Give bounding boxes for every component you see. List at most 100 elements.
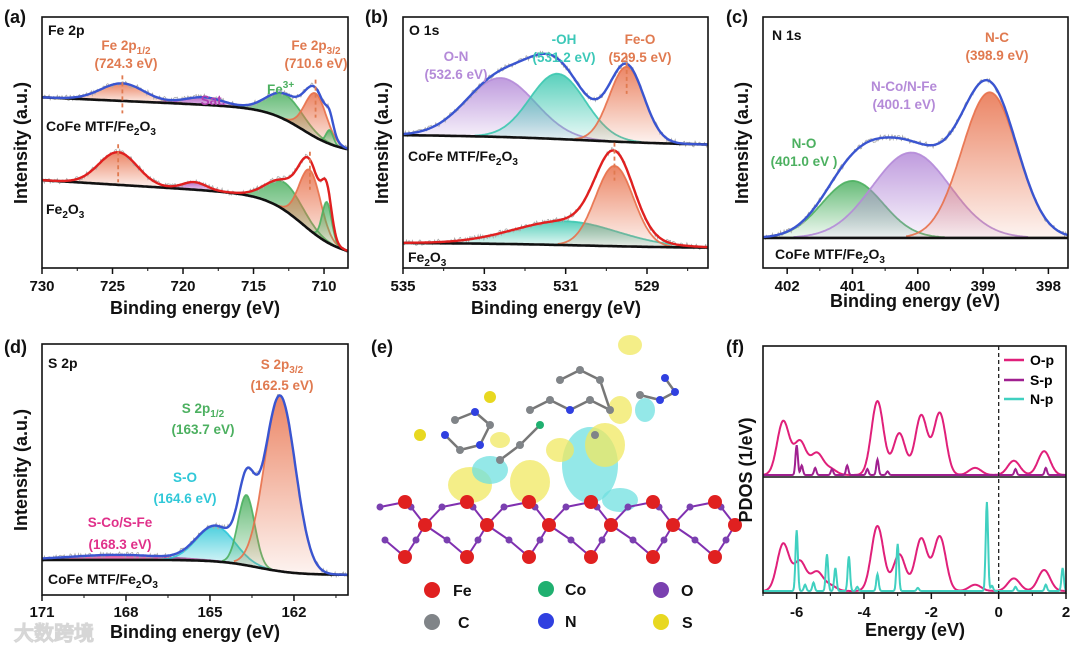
pdos-line-n-p xyxy=(763,501,1067,593)
panel-f: (f) -6 -4 -2 0 2 O-p S-p N-p PDOS (1/eV) Ene… xyxy=(726,337,1070,640)
charge-accumulation-blob xyxy=(608,396,632,424)
iron-atom xyxy=(646,495,660,509)
annotation-fe2p32-energy: (710.6 eV) xyxy=(284,56,347,71)
iron-atom xyxy=(728,518,742,532)
plot-area: -6 -4 -2 0 2 xyxy=(762,345,1070,621)
background-line xyxy=(41,96,349,151)
oxygen-atom xyxy=(629,536,637,544)
component-peak-fill xyxy=(319,130,340,148)
atom-s xyxy=(414,429,426,441)
x-tick-label: 2 xyxy=(1062,604,1070,621)
iron-atom xyxy=(460,550,474,564)
annotation-on-energy: (532.6 eV) xyxy=(424,67,487,82)
plot-area: 535 533 531 529 xyxy=(390,16,709,295)
plot-area: 402 401 400 399 398 xyxy=(762,16,1069,295)
component-peak-fill xyxy=(233,395,327,575)
legend: O-p S-p N-p xyxy=(1004,352,1054,407)
atom-c xyxy=(496,456,504,464)
atom-c xyxy=(636,391,644,399)
sample-label-cofe: CoFe MTF/Fe2O3 xyxy=(46,118,156,138)
oxygen-atom xyxy=(500,503,508,511)
charge-depletion-blob xyxy=(602,488,638,512)
pdos-line-s-p xyxy=(763,445,1066,476)
panel-label: (f) xyxy=(726,337,744,357)
annotation-nco-energy: (400.1 eV) xyxy=(872,97,935,112)
element-label: Fe 2p xyxy=(48,22,85,38)
oxygen-atom xyxy=(691,536,699,544)
panel-label: (b) xyxy=(365,7,388,27)
atom-n xyxy=(656,396,664,404)
legend-label-co: Co xyxy=(565,582,587,599)
oxygen-atom xyxy=(443,536,451,544)
annotation-feo: Fe-O xyxy=(625,32,656,47)
sample-label-fe2o3: Fe2O3 xyxy=(46,201,85,221)
element-label: O 1s xyxy=(409,22,440,38)
iron-atom xyxy=(584,550,598,564)
spectrum xyxy=(41,394,349,579)
x-tick-label: 402 xyxy=(775,278,800,295)
iron-atom xyxy=(418,518,432,532)
iron-atom xyxy=(666,518,680,532)
annotation-oh: -OH xyxy=(552,32,577,47)
annotation-nco: N-Co/N-Fe xyxy=(871,79,937,94)
atom-c xyxy=(556,376,564,384)
atom-s xyxy=(484,391,496,403)
y-axis-label: PDOS (1/eV) xyxy=(736,417,756,522)
component-peak-fill xyxy=(60,152,177,189)
sample-label-fe2o3: Fe2O3 xyxy=(408,249,447,269)
x-tick-label: 529 xyxy=(634,278,659,295)
charge-accumulation-blob xyxy=(546,438,574,462)
atom-c xyxy=(456,446,464,454)
envelope-line xyxy=(41,151,349,252)
annotation-fe2p32: Fe 2p3/2 xyxy=(291,38,341,57)
atom-c xyxy=(546,396,554,404)
atom-n xyxy=(471,408,479,416)
iron-atom xyxy=(398,495,412,509)
atom-n xyxy=(661,374,669,382)
atom-co xyxy=(536,421,544,429)
iron-atom xyxy=(604,518,618,532)
legend-swatch-fe xyxy=(424,582,440,598)
background-line xyxy=(403,133,708,146)
legend-label-c: C xyxy=(458,615,470,632)
plot-area: 171 168 165 162 xyxy=(29,343,349,621)
annotation-s2p32: S 2p3/2 xyxy=(261,357,304,376)
atom-n xyxy=(441,431,449,439)
oxygen-atom xyxy=(686,503,694,511)
legend-label-fe: Fe xyxy=(453,583,472,600)
panel-label: (c) xyxy=(726,7,748,27)
pdos-line-o-p xyxy=(763,524,1066,592)
oxygen-atom xyxy=(474,536,482,544)
iron-atom xyxy=(522,550,536,564)
element-label: S 2p xyxy=(48,355,78,371)
oxygen-atom xyxy=(562,503,570,511)
iron-atom xyxy=(708,495,722,509)
spectrum xyxy=(41,75,349,151)
axes-frame xyxy=(762,345,1067,594)
annotation-fe2p12: Fe 2p1/2 xyxy=(101,38,151,57)
legend-label-o-p: O-p xyxy=(1030,352,1054,368)
annotation-on: O-N xyxy=(444,49,469,64)
atom-legend: Fe Co O C N S xyxy=(424,581,693,632)
x-tick-label: 168 xyxy=(113,604,138,621)
annotation-s2p12: S 2p1/2 xyxy=(182,401,225,420)
panel-e: (e) Fe Co O C N S xyxy=(371,335,742,632)
spectrum xyxy=(41,144,349,253)
oxygen-atom xyxy=(660,536,668,544)
charge-accumulation-blob xyxy=(490,432,510,448)
axes-frame xyxy=(41,16,349,269)
atom-c xyxy=(586,396,594,404)
annotation-fe3: Fe3+ xyxy=(267,80,294,97)
atom-c xyxy=(516,441,524,449)
envelope-line xyxy=(42,394,349,576)
legend-label-o: O xyxy=(681,583,693,600)
panel-label: (e) xyxy=(371,337,393,357)
annotation-so: S-O xyxy=(173,470,197,485)
charge-accumulation-blob xyxy=(618,335,642,355)
atom-c xyxy=(591,431,599,439)
oxygen-atom xyxy=(376,503,384,511)
atom-c xyxy=(576,366,584,374)
pdos-line-o-p xyxy=(762,399,1066,476)
x-tick-label: 715 xyxy=(241,278,266,295)
legend-label-s-p: S-p xyxy=(1030,372,1053,388)
